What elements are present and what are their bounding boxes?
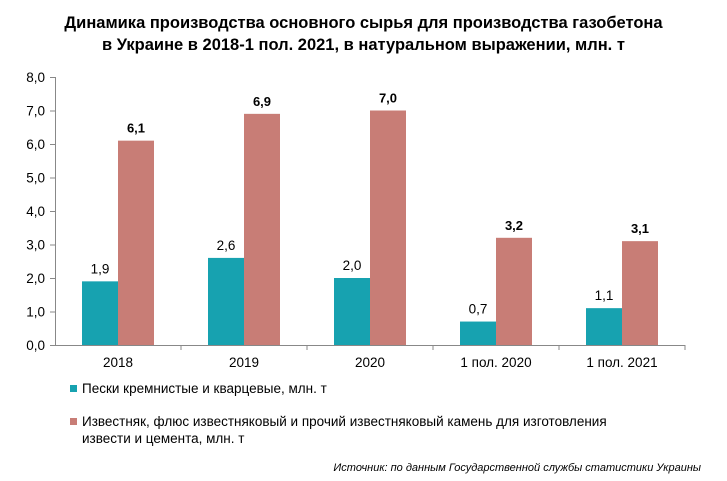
data-label-limestone-1: 6,9 — [253, 94, 271, 109]
bar-sand-3 — [460, 321, 496, 345]
data-label-sand-4: 1,1 — [595, 288, 614, 303]
chart-title: Динамика производства основного сырья дл… — [0, 12, 727, 56]
legend-label-limestone-line-1: Известняк, флюс известняковый и прочий и… — [82, 414, 607, 429]
bar-limestone-0 — [118, 140, 154, 345]
legend-label-limestone: Известняк, флюс известняковый и прочий и… — [70, 413, 670, 447]
bar-limestone-3 — [496, 237, 532, 345]
bar-sand-1 — [208, 257, 244, 345]
y-tick-label-6: 6,0 — [26, 137, 45, 152]
chart-title-line-1: Динамика производства основного сырья дл… — [64, 14, 663, 32]
data-label-sand-0: 1,9 — [91, 261, 110, 276]
data-label-sand-2: 2,0 — [343, 258, 362, 273]
data-label-sand-3: 0,7 — [469, 302, 488, 317]
bar-sand-0 — [82, 281, 118, 345]
axes-layer — [50, 77, 686, 350]
data-label-limestone-3: 3,2 — [505, 218, 523, 233]
x-tick-label-0: 2018 — [103, 355, 133, 370]
bar-limestone-1 — [244, 113, 280, 345]
bar-limestone-4 — [622, 241, 658, 345]
x-tick-label-1: 2019 — [229, 355, 259, 370]
x-tick-label-2: 2020 — [355, 355, 385, 370]
y-tick-label-5: 5,0 — [26, 171, 45, 186]
source-note: Источник: по данным Государственной служ… — [333, 462, 701, 474]
y-tick-label-1: 1,0 — [26, 305, 45, 320]
bars-layer — [82, 110, 658, 345]
data-label-sand-1: 2,6 — [217, 238, 236, 253]
bar-limestone-2 — [370, 110, 406, 345]
labels-layer: 1,9 6,1 2018 2,6 6,9 2019 2,0 7,0 2020 0,7 3,2 1 по… — [26, 70, 657, 370]
y-tick-label-0: 0,0 — [26, 338, 45, 353]
y-tick-label-4: 4,0 — [26, 204, 45, 219]
legend-label-limestone-line-2: извести и цемента, млн. т — [82, 431, 245, 446]
x-tick-label-3: 1 пол. 2020 — [460, 355, 531, 370]
chart-title-line-2: в Украине в 2018-1 пол. 2021, в натураль… — [102, 36, 625, 54]
bar-sand-4 — [586, 308, 622, 345]
y-tick-label-3: 3,0 — [26, 238, 45, 253]
y-tick-label-7: 7,0 — [26, 104, 45, 119]
y-tick-label-8: 8,0 — [26, 70, 45, 85]
legend-label-sand: Пески кремнистые и кварцевые, млн. т — [82, 381, 327, 396]
x-tick-label-4: 1 пол. 2021 — [586, 355, 657, 370]
data-label-limestone-0: 6,1 — [127, 121, 145, 136]
legend-swatch-limestone — [70, 418, 77, 425]
data-label-limestone-2: 7,0 — [379, 91, 397, 106]
legend-item-limestone: Известняк, флюс известняковый и прочий и… — [70, 413, 670, 447]
data-label-limestone-4: 3,1 — [631, 221, 649, 236]
legend-swatch-sand — [70, 385, 77, 392]
legend-item-sand: Пески кремнистые и кварцевые, млн. т — [70, 380, 670, 397]
bar-sand-2 — [334, 278, 370, 345]
y-tick-label-2: 2,0 — [26, 271, 45, 286]
